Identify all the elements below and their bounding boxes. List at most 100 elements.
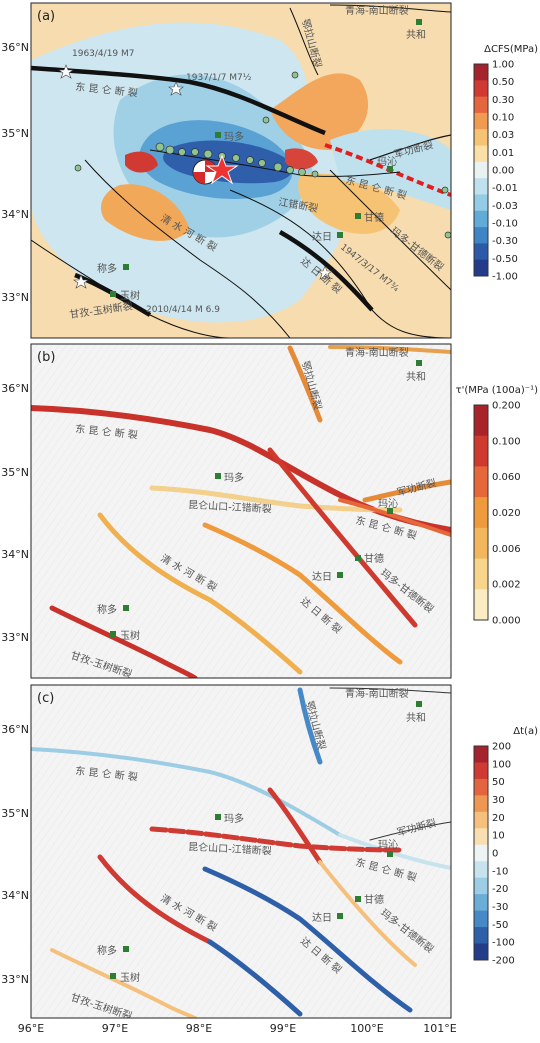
fault-dari-rupture	[278, 230, 374, 312]
aftershock	[286, 166, 294, 174]
label-gonghe: 共和	[406, 712, 426, 724]
fault-qingshuihe	[97, 854, 213, 945]
label-yushu: 玉树	[120, 629, 140, 642]
aftershock	[178, 148, 186, 156]
fault-qingshuihe	[84, 159, 291, 338]
colorbar-swatch	[474, 811, 488, 829]
town-marker	[416, 701, 422, 707]
label-gande: 甘德	[364, 552, 384, 565]
lon-tick: 100°E	[350, 1022, 383, 1035]
lon-tick: 97°E	[102, 1022, 128, 1035]
colorbar-swatch	[474, 910, 488, 928]
towns-b	[110, 360, 422, 637]
colorbar-tick-label: -0.03	[492, 201, 518, 212]
colorbar-swatch	[474, 145, 488, 163]
label-kunlunshankou: 昆仑山口-江错断裂	[188, 498, 272, 515]
historic-quake-star	[73, 274, 89, 289]
town-marker	[110, 973, 116, 979]
cfs-orange-ne	[270, 73, 369, 150]
colorbar-tick-label: 0.000	[492, 616, 521, 627]
town-marker	[355, 555, 361, 561]
colorbar-tick-label: 1.00	[492, 60, 514, 71]
colorbar-frame	[473, 745, 489, 961]
label-maduo: 玛多	[224, 130, 244, 143]
colorbar-tick-label: 0.10	[492, 113, 514, 124]
fault-dongkunlun-rupture	[31, 65, 326, 136]
colorbar-tick-label: 0.00	[492, 166, 514, 177]
lat-tick: 36°N	[1, 382, 29, 395]
panel-b-frame	[30, 343, 452, 679]
mainshock-star	[205, 154, 239, 185]
label-gande: 甘德	[364, 211, 384, 224]
aftershock	[273, 162, 283, 172]
label-dari: 达日	[312, 912, 332, 924]
colorbar-tick-label: -10	[492, 866, 508, 877]
town-marker	[387, 508, 393, 514]
town-marker	[337, 572, 343, 578]
colorbar-swatch	[474, 405, 488, 437]
colorbar-swatch	[474, 243, 488, 261]
fault-ganzi-yushu	[31, 239, 231, 338]
colorbar-swatch	[474, 927, 488, 945]
colorbar-swatch	[474, 844, 488, 862]
lon-tick: 96°E	[18, 1022, 44, 1035]
colorbar-swatch	[474, 259, 488, 277]
aftershock	[311, 170, 319, 178]
colorbar-swatch	[474, 129, 488, 147]
fault-maduo-gande-north	[267, 787, 323, 865]
label-yushu: 玉树	[120, 971, 140, 984]
aftershock	[232, 154, 240, 162]
colorbar-tick-label: 20	[492, 813, 505, 824]
colorbar-swatch	[474, 178, 488, 195]
fault-dari	[229, 189, 451, 338]
label-maqin: 玛沁	[378, 498, 398, 510]
fault-ganzi-yushu	[50, 948, 197, 1018]
colorbar-swatch	[474, 435, 488, 467]
fault-maduo-gande	[329, 169, 451, 291]
colorbar-swatch	[474, 943, 488, 961]
colorbar-tick-label: -20	[492, 884, 508, 895]
colorbar-tick-label: 10	[492, 831, 505, 842]
colorbar-tick-label: -100	[492, 938, 515, 949]
lat-tick: 33°N	[1, 291, 29, 304]
fault-dongkunlun	[31, 747, 342, 837]
colorbar-frame	[473, 404, 489, 621]
fault-kunlunshankou	[149, 826, 403, 853]
colorbar-swatch	[474, 210, 488, 228]
fault-elashan	[287, 345, 323, 423]
colorbar-tick-label: 0.50	[492, 77, 514, 88]
fault-dongkunlun-east	[338, 833, 451, 870]
lat-tick: 33°N	[1, 631, 29, 644]
colorbar-tick-label: -30	[492, 902, 508, 913]
town-marker	[123, 605, 129, 611]
colorbar-swatch	[474, 762, 488, 780]
label-dari: 达日	[312, 571, 332, 583]
lat-tick: 34°N	[1, 208, 29, 221]
town-marker	[215, 132, 221, 138]
aftershock	[298, 168, 306, 176]
lat-tick: 36°N	[1, 41, 29, 54]
colorbar-swatch	[474, 112, 488, 130]
fault-qinghai-nanshan	[329, 4, 451, 13]
lat-tick: 33°N	[1, 973, 29, 986]
fault-dari	[202, 522, 403, 665]
colorbar-swatch	[474, 778, 488, 796]
colorbar-swatch	[474, 861, 488, 879]
town-marker	[355, 896, 361, 902]
town-marker	[337, 913, 343, 919]
lon-tick: 98°E	[186, 1022, 212, 1035]
colorbar-swatch	[474, 828, 488, 846]
lon-tick: 101°E	[423, 1022, 456, 1035]
lat-tick: 34°N	[1, 889, 29, 902]
fault-qinghai-nanshan	[328, 345, 451, 354]
label-qinghai-nanshan: 青海-南山断裂	[345, 687, 409, 700]
town-marker	[123, 946, 129, 952]
colorbar-tick-label: -50	[492, 920, 508, 931]
fault-maduo-gande	[267, 447, 418, 628]
fault-maqin-east	[338, 498, 451, 537]
label-maqin: 玛沁	[378, 839, 398, 851]
panel-c-label: (c)	[37, 691, 54, 706]
colorbar-tick-label: 0.060	[492, 472, 521, 483]
lon-tick: 99°E	[270, 1022, 296, 1035]
